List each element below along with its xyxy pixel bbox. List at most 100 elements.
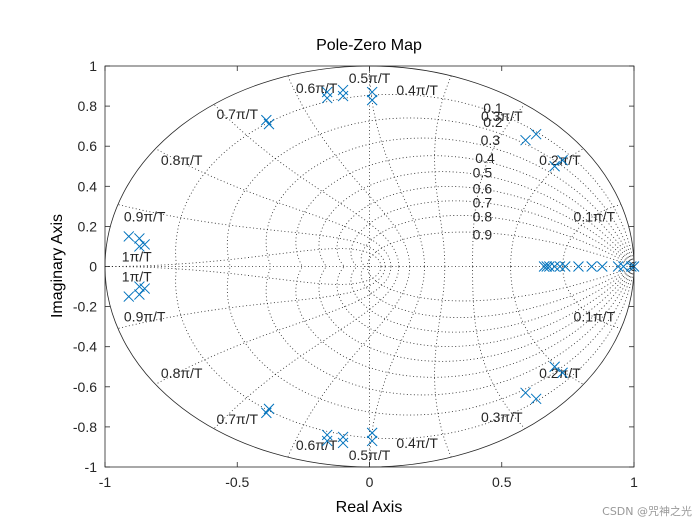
pole-stroke-b [134,241,145,252]
x-tick-label: 1 [630,474,638,490]
pole-marker [618,261,629,272]
pole-stroke-b [366,86,378,98]
pole-stroke-b [549,361,561,373]
frequency-label-upper-2: 0.2π/T [539,152,581,168]
frequency-curve-10-lower [104,266,382,285]
x-axis-label: Real Axis [336,499,403,516]
pole-marker [559,261,571,272]
chart-title: Pole-Zero Map [316,37,422,54]
frequency-label-lower-8: 0.8π/T [161,365,203,381]
pole-marker [557,367,568,379]
pole-marker [337,90,349,102]
frequency-label-upper-7: 0.7π/T [216,106,258,122]
pole-stroke-b [123,291,135,302]
y-tick-label: -0.4 [73,339,97,355]
pole-marker [134,281,145,292]
damping-curve-2-upper [226,117,635,267]
damping-curve-4-lower [295,266,635,378]
pole-stroke-b [337,90,349,102]
pole-stroke-b [321,86,333,98]
frequency-curve-1-lower [562,266,622,329]
damping-label-5: 0.5 [473,164,493,180]
zgrid [104,65,635,468]
frequency-curve-3-lower [472,266,526,429]
y-tick-label: 0.2 [78,218,98,234]
frequency-label-upper-9: 0.9π/T [124,208,166,224]
pole-stroke-b [366,427,378,439]
pole-marker [134,241,145,252]
pole-marker [530,393,542,405]
damping-label-2: 0.2 [483,114,503,130]
frequency-labels: 0.1π/T0.2π/T0.3π/T0.4π/T0.5π/T0.6π/T0.7π… [122,70,616,463]
frequency-curve-5-lower [369,266,425,468]
frequency-label-upper-4: 0.4π/T [396,82,438,98]
pole-stroke-b [263,118,275,130]
pole-stroke-b [520,387,531,399]
pole-marker [123,291,135,302]
pole-marker [520,134,531,146]
frequency-curve-5-upper [369,65,425,267]
pole-stroke-b [573,261,584,272]
damping-label-1: 0.1 [483,100,503,116]
damping-label-4: 0.4 [475,150,495,166]
frequency-curve-8-lower [155,266,392,385]
x-tick-label: 0 [366,474,374,490]
frequency-curve-8-upper [155,148,392,267]
frequency-label-upper-10: 1π/T [122,248,152,264]
pole-stroke-b [366,435,378,447]
pole-stroke-b [618,261,629,272]
pole-marker [612,261,624,272]
pole-marker [321,435,333,447]
pole-stroke-b [520,134,531,146]
pole-stroke-b [596,261,608,272]
y-tick-label: 0 [89,259,97,275]
watermark: CSDN @咒神之光 [602,505,692,518]
pole-stroke-b [134,233,145,244]
y-tick-label: 1 [89,58,97,74]
pole-marker [366,435,378,447]
pole-marker [554,261,566,272]
pole-stroke-b [557,154,568,166]
y-tick-label: 0.4 [78,178,98,194]
y-axis-label: Imaginary Axis [49,214,66,318]
pole-stroke-b [544,261,555,272]
pole-stroke-b [538,261,550,272]
damping-curve-6-upper [336,186,635,267]
y-tick-label: -0.2 [73,299,97,315]
pole-marker [134,233,145,244]
pole-stroke-b [139,283,151,294]
pole-marker [366,86,378,98]
pole-stroke-b [554,261,566,272]
pole-stroke-b [549,261,561,272]
frequency-label-lower-5: 0.5π/T [349,447,391,463]
pole-marker [549,361,561,373]
y-tick-label: -0.8 [73,419,97,435]
frequency-curve-7-lower [213,266,400,429]
pole-stroke-b [549,160,561,172]
pole-marker [530,128,542,140]
pole-marker [549,261,561,272]
pole-stroke-b [134,281,145,292]
frequency-curve-2-upper [510,148,584,267]
pole-marker [337,431,349,443]
pole-marker [573,261,584,272]
pole-marker [541,261,553,272]
damping-label-6: 0.6 [473,180,493,196]
pole-markers [123,84,640,449]
frequency-label-upper-1: 0.1π/T [574,208,616,224]
frequency-curve-2-lower [510,266,584,385]
frequency-curve-7-upper [213,104,400,267]
frequency-label-upper-5: 0.5π/T [349,70,391,86]
damping-label-9: 0.9 [473,226,493,242]
x-tick-label: 0.5 [492,474,512,490]
frequency-label-lower-1: 0.1π/T [574,309,616,325]
pole-stroke-b [612,261,624,272]
frequency-label-lower-10: 1π/T [122,269,152,285]
y-tick-label: -1 [85,459,98,475]
pole-marker [549,160,561,172]
frequency-curve-1-upper [562,204,622,267]
pole-stroke-b [260,114,272,126]
frequency-curve-10-upper [104,248,382,267]
damping-label-8: 0.8 [473,208,493,224]
